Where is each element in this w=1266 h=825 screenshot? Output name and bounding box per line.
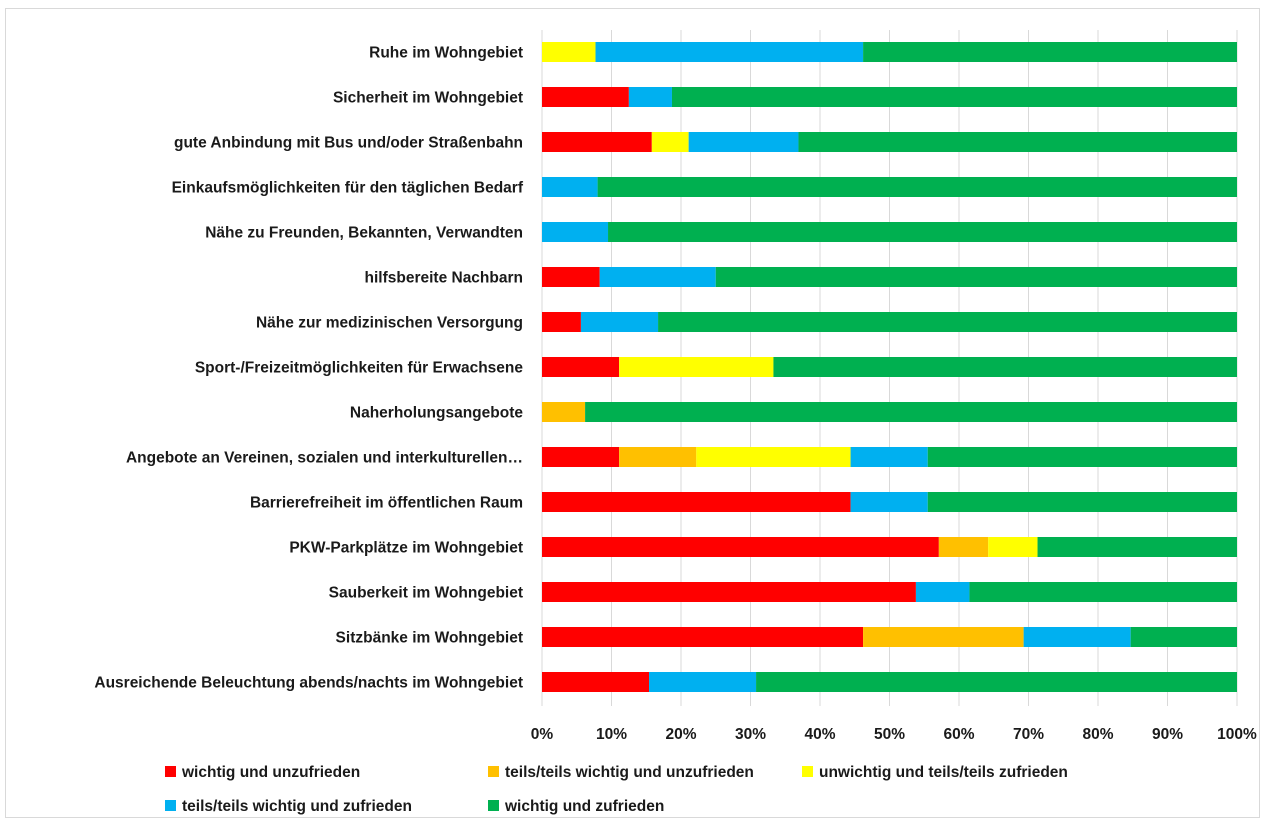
bar-segment (1037, 537, 1237, 557)
bar-segment (628, 87, 672, 107)
bar-segment (927, 447, 1237, 467)
bar-segment (599, 267, 716, 287)
x-tick-label: 30% (735, 726, 766, 743)
bar-segment (542, 132, 652, 152)
bar-segment (542, 627, 864, 647)
bar-segment (696, 447, 851, 467)
bar-segment (850, 492, 928, 512)
legend-label: teils/teils wichtig und zufrieden (182, 798, 412, 815)
bar-segment (542, 87, 629, 107)
bar-segment (863, 627, 1024, 647)
bar-segment (542, 267, 600, 287)
bar-segment (542, 402, 586, 422)
bar-segment (798, 132, 1237, 152)
category-label: Ruhe im Wohngebiet (369, 45, 523, 62)
bar-segment (542, 357, 620, 377)
legend-swatch (488, 766, 499, 777)
legend-label: teils/teils wichtig und unzufrieden (505, 764, 754, 781)
category-label: Sitzbänke im Wohngebiet (336, 630, 523, 647)
bar-segment (542, 447, 620, 467)
bar-segment (915, 582, 970, 602)
legend-label: unwichtig und teils/teils zufrieden (819, 764, 1068, 781)
bar-segment (542, 177, 598, 197)
bar-segment (608, 222, 1237, 242)
bar-segment (863, 42, 1237, 62)
legend-label: wichtig und zufrieden (504, 798, 664, 815)
bar-segment (927, 492, 1237, 512)
bar-segment (850, 447, 928, 467)
category-label: Nähe zu Freunden, Bekannten, Verwandten (205, 225, 523, 242)
category-label: Einkaufsmöglichkeiten für den täglichen … (172, 180, 524, 197)
x-tick-label: 60% (943, 726, 974, 743)
bar-segment (542, 492, 851, 512)
bar-segment (756, 672, 1237, 692)
legend-swatch (165, 800, 176, 811)
x-tick-label: 90% (1152, 726, 1183, 743)
x-tick-label: 100% (1217, 726, 1257, 743)
category-label: gute Anbindung mit Bus und/oder Straßenb… (174, 135, 523, 152)
bar-segment (938, 537, 989, 557)
bar-segment (619, 357, 774, 377)
legend-label: wichtig und unzufrieden (181, 764, 360, 781)
bar-segment (597, 177, 1237, 197)
bar-segment (542, 582, 916, 602)
bar-segment (595, 42, 864, 62)
x-tick-label: 0% (531, 726, 554, 743)
bar-segment (715, 267, 1237, 287)
x-tick-label: 50% (874, 726, 905, 743)
bar-segment (658, 312, 1237, 332)
category-label: Sauberkeit im Wohngebiet (329, 585, 523, 602)
bar-segment (542, 672, 650, 692)
bar-segment (542, 537, 939, 557)
bar-segment (773, 357, 1237, 377)
bar-segment (542, 42, 596, 62)
x-tick-label: 40% (804, 726, 835, 743)
bar-segment (1130, 627, 1237, 647)
bar-segment (671, 87, 1237, 107)
category-label: Nähe zur medizinischen Versorgung (256, 315, 523, 332)
bar-segment (585, 402, 1237, 422)
bar-segment (651, 132, 689, 152)
bar-segment (619, 447, 697, 467)
x-tick-label: 20% (665, 726, 696, 743)
bar-segment (988, 537, 1038, 557)
bar-segment (542, 222, 609, 242)
category-label: PKW-Parkplätze im Wohngebiet (289, 540, 523, 557)
category-label: Barrierefreiheit im öffentlichen Raum (250, 495, 523, 512)
bar-segment (580, 312, 659, 332)
category-label: Naherholungsangebote (350, 405, 523, 422)
x-tick-label: 70% (1013, 726, 1044, 743)
x-tick-label: 80% (1082, 726, 1113, 743)
legend-swatch (488, 800, 499, 811)
bar-segment (1023, 627, 1131, 647)
bar-segment (649, 672, 757, 692)
legend-swatch (165, 766, 176, 777)
category-label: Angebote an Vereinen, sozialen und inter… (126, 450, 523, 467)
bar-segment (542, 312, 581, 332)
category-label: Sicherheit im Wohngebiet (333, 90, 523, 107)
category-label: hilfsbereite Nachbarn (365, 270, 524, 287)
legend-swatch (802, 766, 813, 777)
category-label: Sport-/Freizeitmöglichkeiten für Erwachs… (195, 360, 524, 377)
bar-segment (688, 132, 799, 152)
bar-segment (969, 582, 1237, 602)
category-label: Ausreichende Beleuchtung abends/nachts i… (94, 675, 523, 692)
x-tick-label: 10% (596, 726, 627, 743)
